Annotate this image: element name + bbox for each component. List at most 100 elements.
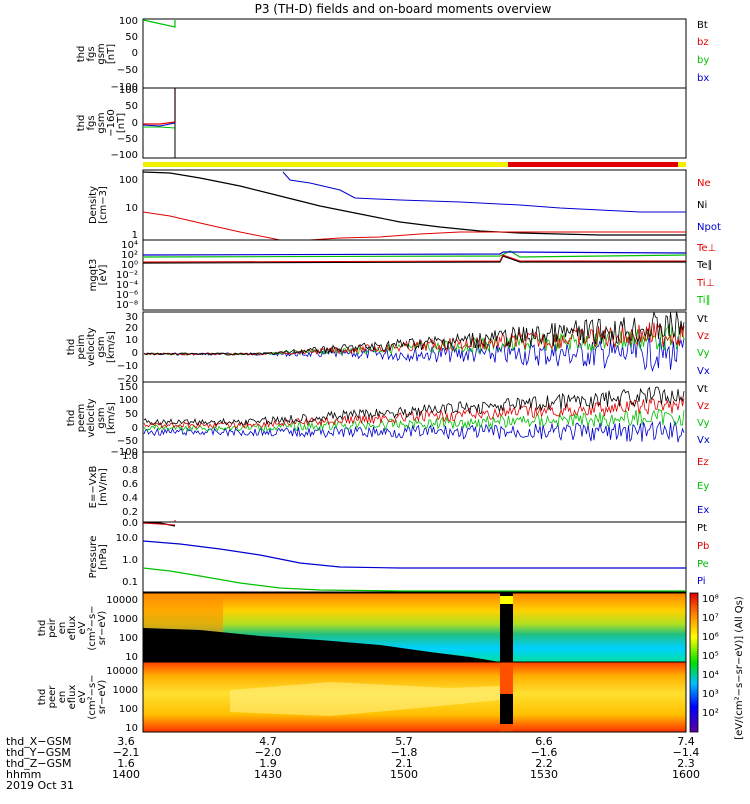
ytick: 1.0 — [122, 555, 138, 566]
legend-pi: Pi — [697, 576, 706, 587]
ylabel-line: eflux — [67, 616, 78, 641]
ytick: 10⁻⁴ — [116, 280, 138, 291]
ylabel-line: gsm — [96, 112, 107, 133]
vz-series-line — [143, 322, 685, 356]
ylabel-line: gsm — [96, 43, 107, 64]
pb-series-line — [142, 522, 176, 526]
spectrogram-gap-band — [500, 596, 513, 604]
ylabel-line: peir — [47, 617, 58, 637]
spectrogram-dropout — [143, 628, 500, 662]
ylabel-line: peer — [47, 685, 58, 709]
legend-vy: Vy — [697, 348, 710, 359]
ytick: 0 — [132, 118, 138, 129]
ytick: 10 — [125, 335, 138, 346]
ylabel-line: thd — [76, 115, 87, 132]
pe-series-line — [142, 567, 686, 592]
ylabel-line: fgs — [86, 115, 97, 130]
ylabel-line: [cm−3] — [98, 186, 109, 224]
footer-value: 1.9 — [259, 757, 277, 770]
ytick: 10000 — [106, 595, 138, 606]
footer-value: −2.1 — [113, 746, 140, 759]
colorbar-tick: 10⁷ — [702, 613, 719, 624]
panel-fgs-gsm-clipped: 100 50 0 −50 −100 thd fgs gsm −160 [nT] — [76, 85, 687, 161]
ytick: 0 — [132, 348, 138, 359]
ylabel-line: peim — [76, 334, 87, 359]
ytick: 0 — [132, 48, 138, 59]
status-bar-yellow-end — [678, 162, 686, 167]
colorbar-tick: 10⁶ — [702, 632, 719, 643]
legend-te-perp: Te⊥ — [696, 243, 716, 254]
ytick: 10⁴ — [121, 240, 138, 251]
bx-series-line — [142, 122, 176, 158]
panel-fgs-gsm: 100 50 0 −50 −100 thd fgs gsm [nT] Bt bz… — [76, 16, 709, 93]
ylabel-line: [nPa] — [98, 544, 109, 570]
footer-row-label: thd_X−GSM — [6, 735, 72, 748]
ytick: 100 — [119, 395, 138, 406]
ytick: 50 — [125, 32, 138, 43]
panel-density: 100 10 1 Density [cm−3] Ne Ni Npot — [88, 169, 721, 241]
ylabel-line: velocity — [86, 398, 97, 437]
vz-series-line — [143, 395, 685, 429]
ytick: 50 — [125, 409, 138, 420]
colorbar-label: [eV/(cm²−s−sr−eV)] (All Qs) — [734, 596, 745, 740]
ylabel-line: (cm²−s− — [87, 605, 98, 650]
legend-pb: Pb — [697, 541, 709, 552]
ytick: 0.8 — [122, 465, 138, 476]
ytick: −100 — [111, 82, 138, 93]
legend-npot: Npot — [697, 222, 721, 233]
panel-peim-velocity: 30 20 10 0 −10 −20 thd peim velocity gsm… — [66, 311, 710, 385]
panel-temperature: 10⁴ 10² 10⁰ 10⁻² 10⁻⁴ 10⁻⁶ 10⁻⁸ mgqt3 [e… — [88, 239, 716, 311]
ytick: 100 — [119, 633, 138, 644]
ytick: 0.4 — [122, 493, 138, 504]
legend-bt: Bt — [697, 20, 708, 31]
footer-value: −1.6 — [531, 746, 558, 759]
colorbar-tick: 10³ — [702, 689, 719, 700]
panel-peer-spectrogram: 10000 1000 100 10 thd peer en eflux eV (… — [37, 661, 687, 734]
footer-value: 6.6 — [535, 735, 553, 748]
colorbar-tick: 10⁴ — [702, 670, 719, 681]
panel-frame — [142, 169, 687, 241]
status-bar-red — [508, 162, 678, 167]
ytick: 10⁻⁶ — [116, 290, 138, 301]
ytick: 0.2 — [122, 507, 138, 518]
by-series-line — [142, 19, 176, 28]
by-series-line — [143, 126, 176, 129]
footer-value: 5.7 — [395, 735, 413, 748]
panel-peem-velocity: 150 100 50 0 −50 −100 thd peem velocity … — [66, 381, 710, 458]
spectrogram-hot-region — [143, 593, 223, 633]
footer-value: 1430 — [254, 768, 282, 781]
panel-frame — [142, 239, 687, 311]
legend-ex: Ex — [697, 505, 709, 516]
ytick: 1 — [132, 230, 138, 241]
legend-ne: Ne — [697, 178, 711, 189]
ytick: 10000 — [106, 666, 138, 677]
ytick: 10² — [121, 250, 138, 261]
footer-row-label: thd_Y−GSM — [6, 746, 71, 759]
footer-value: 1600 — [672, 768, 700, 781]
vy-series-line — [143, 408, 685, 433]
ytick: −100 — [111, 447, 138, 458]
legend-vy: Vy — [697, 418, 710, 429]
footer-value: 2.1 — [395, 757, 413, 770]
ylabel-line: gsm — [96, 336, 107, 357]
ytick: 100 — [119, 16, 138, 27]
ylabel-line: en — [57, 622, 68, 635]
ylabel-line: fgs — [86, 46, 97, 61]
ylabel-line: Density — [88, 186, 99, 224]
ylabel-line: [mV/m] — [98, 468, 109, 506]
panel-frame — [142, 521, 687, 593]
legend-te-par: Te∥ — [696, 260, 713, 271]
status-bar-yellow — [143, 162, 508, 167]
ylabel-line: sr−eV) — [97, 611, 108, 646]
ytick: 100 — [119, 85, 138, 96]
footer-value: 1500 — [390, 768, 418, 781]
ylabel-line: peem — [76, 404, 87, 432]
footer-axis: thd_X−GSM thd_Y−GSM thd_Z−GSM hhmm 2019 … — [6, 735, 700, 792]
panel-pressure: 10.0 1.0 0.1 Pressure [nPa] Pt Pb Pe Pi — [88, 521, 709, 593]
legend-ti-par: Ti∥ — [696, 295, 711, 306]
footer-value: 1400 — [112, 768, 140, 781]
panel-frame — [142, 661, 687, 733]
colorbar-tick: 10⁵ — [702, 651, 719, 662]
colorbar: 10⁸ 10⁷ 10⁶ 10⁵ 10⁴ 10³ 10² [eV/(cm²−s−s… — [689, 592, 745, 740]
